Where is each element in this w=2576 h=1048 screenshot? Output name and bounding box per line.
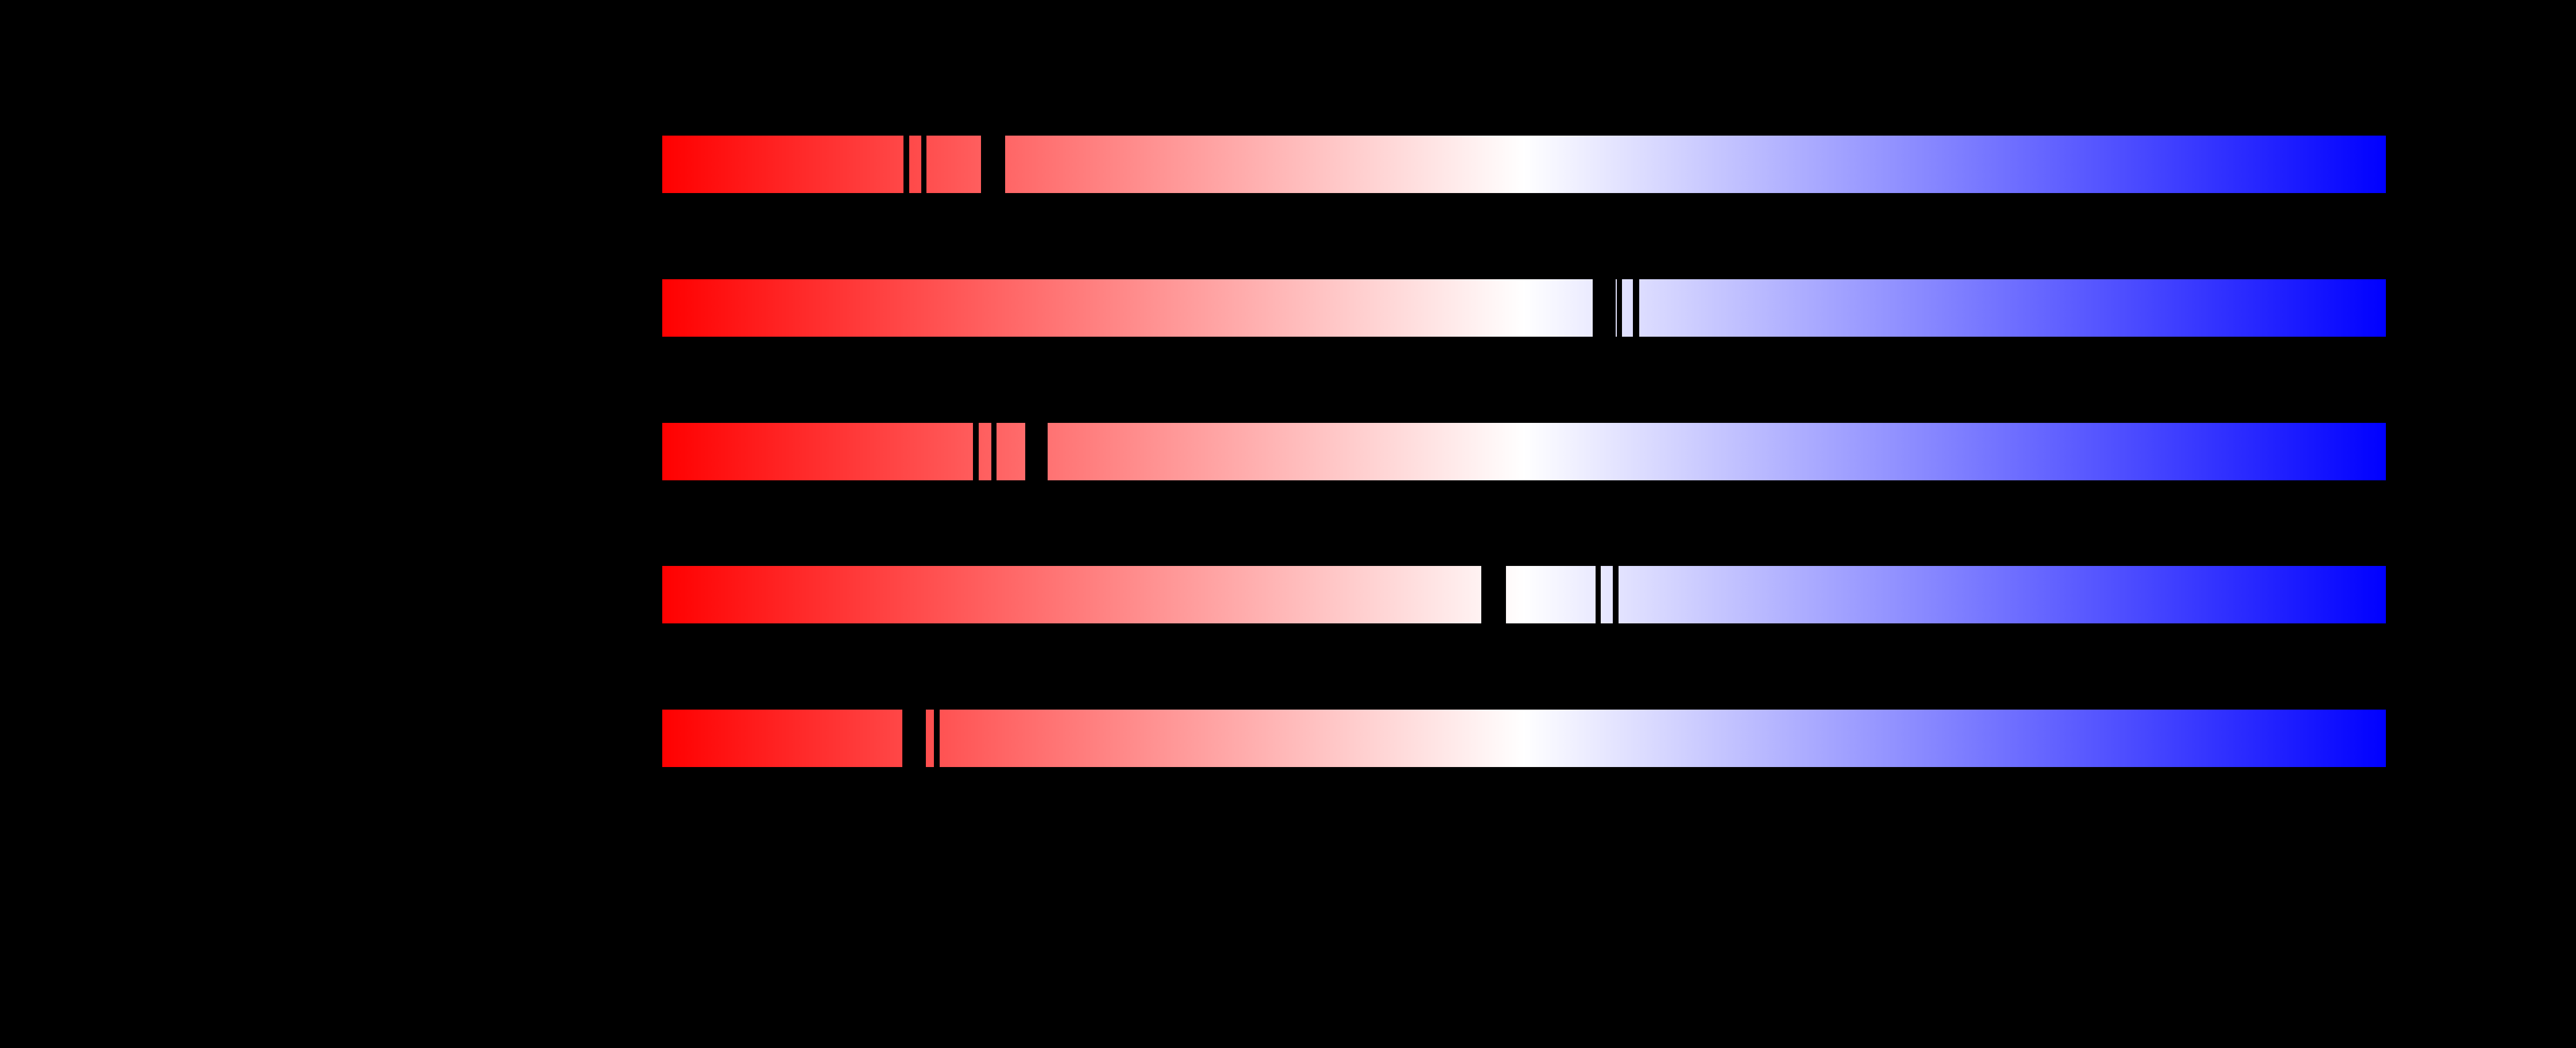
gradient-strip-row-1	[662, 279, 2386, 337]
event-mark	[902, 710, 926, 767]
event-mark	[934, 710, 940, 767]
event-mark	[991, 423, 997, 480]
event-mark	[1593, 279, 1616, 337]
event-mark	[1025, 423, 1048, 480]
gradient-strip-row-0	[662, 136, 2386, 193]
gradient-strip-row-2	[662, 423, 2386, 480]
event-mark	[1633, 279, 1639, 337]
event-mark	[921, 136, 926, 193]
event-mark	[1617, 279, 1622, 337]
event-mark	[903, 136, 909, 193]
event-mark	[981, 136, 1005, 193]
event-mark	[1613, 566, 1619, 623]
event-mark	[973, 423, 979, 480]
event-mark	[1481, 566, 1506, 623]
gradient-strip-row-3	[662, 566, 2386, 623]
gradient-strip-row-4	[662, 710, 2386, 767]
event-mark	[1596, 566, 1601, 623]
